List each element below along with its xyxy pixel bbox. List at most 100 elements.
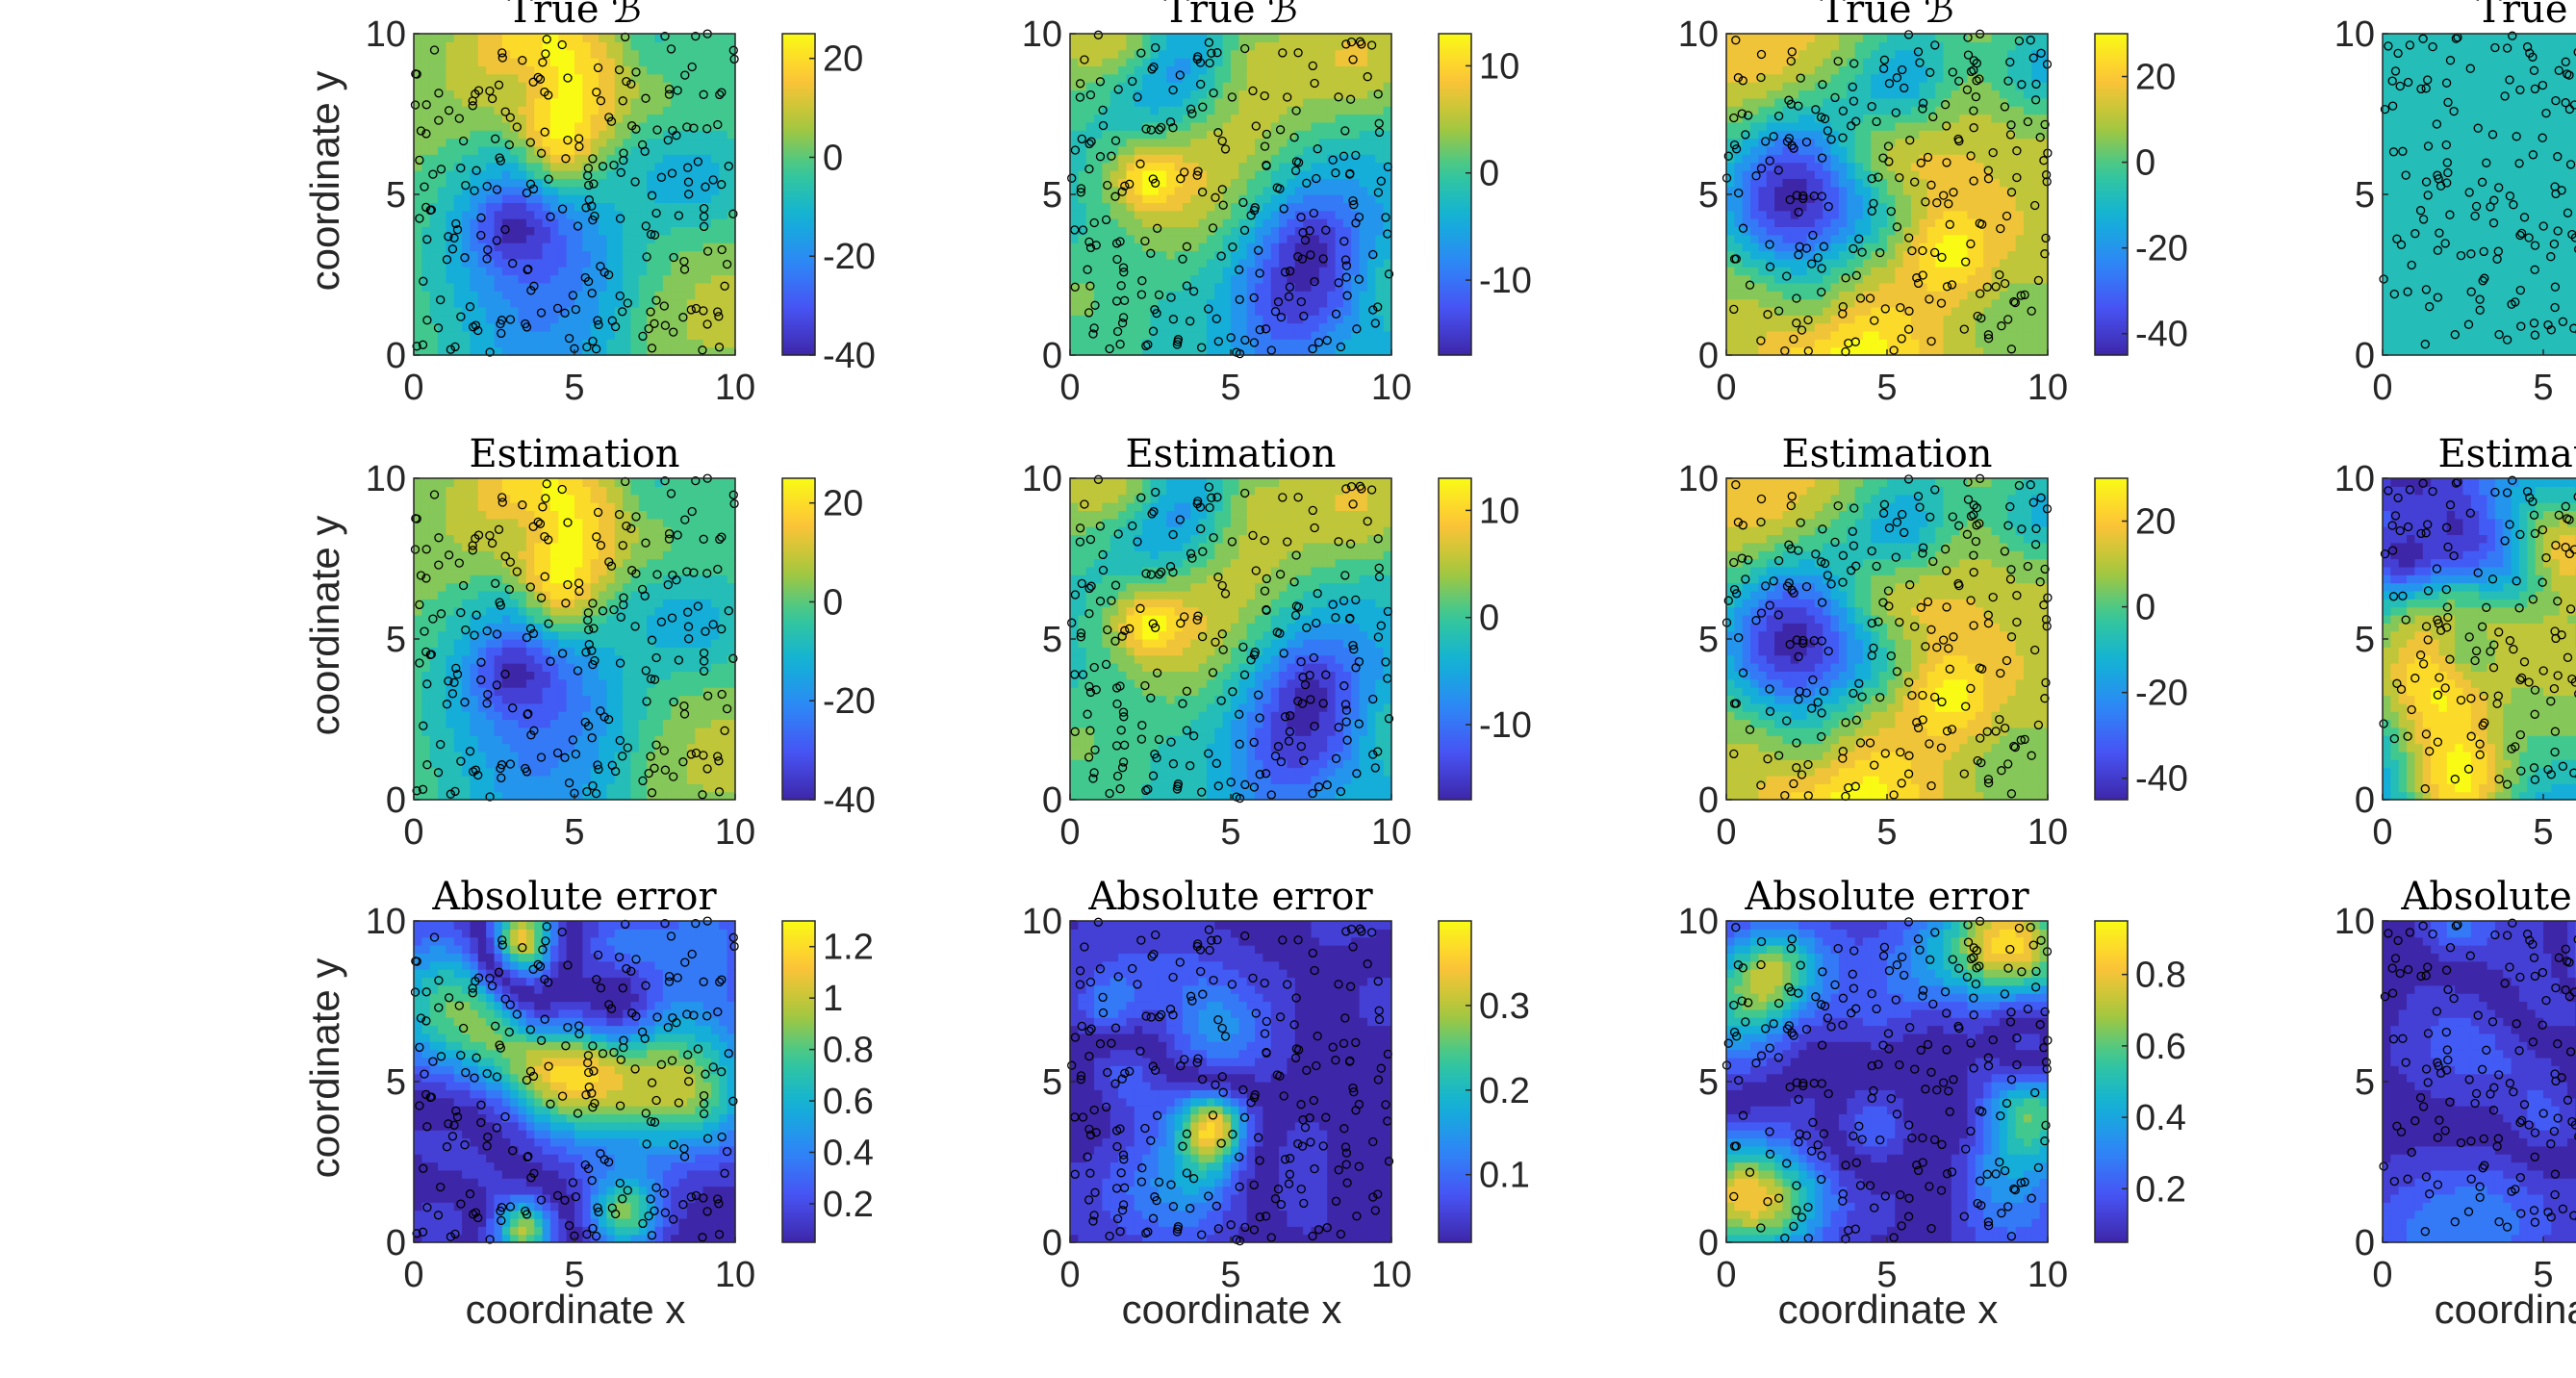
heatmap-cell	[462, 330, 472, 340]
heatmap-cell	[590, 178, 599, 188]
heatmap-cell	[1335, 41, 1344, 51]
heatmap-cell	[1862, 154, 1872, 164]
heatmap-cell	[2031, 169, 2041, 179]
heatmap-cell	[1854, 306, 1864, 316]
heatmap-cell	[1214, 106, 1224, 115]
heatmap-cell	[1766, 178, 1775, 188]
heatmap-cell	[2031, 121, 2041, 131]
heatmap-cell	[1375, 291, 1385, 300]
heatmap-cell	[421, 322, 431, 332]
heatmap-cell	[1262, 82, 1272, 91]
heatmap-cell	[1926, 194, 1936, 203]
heatmap-cell	[727, 234, 736, 243]
heatmap-cell	[1085, 145, 1095, 155]
heatmap-cell	[1085, 82, 1095, 91]
heatmap-cell	[2023, 250, 2032, 260]
heatmap-cell	[534, 315, 544, 324]
heatmap-cell	[1206, 291, 1215, 300]
heatmap-cell	[1854, 322, 1864, 332]
heatmap-cell	[494, 250, 503, 260]
heatmap-cell	[1182, 41, 1191, 51]
heatmap-cell	[1359, 282, 1368, 292]
heatmap-cell	[462, 186, 472, 195]
heatmap-cell	[1983, 226, 1993, 236]
heatmap-cell	[1943, 114, 1952, 123]
heatmap-cell	[1366, 89, 1376, 99]
heatmap-cell	[599, 178, 607, 188]
heatmap-cell	[630, 346, 640, 356]
heatmap-cell	[1814, 138, 1824, 147]
heatmap-cell	[599, 169, 607, 179]
heatmap-cell	[1999, 322, 2008, 332]
heatmap-cell	[1375, 178, 1385, 188]
heatmap-cell	[1935, 274, 1945, 284]
heatmap-cell	[446, 202, 455, 212]
heatmap-cell	[1726, 194, 1735, 203]
heatmap-cell	[494, 145, 503, 155]
heatmap-cell	[1782, 154, 1792, 164]
heatmap-cell	[1935, 298, 1945, 308]
data-point	[1084, 308, 1094, 318]
heatmap-cell	[1854, 194, 1864, 203]
heatmap-cell	[494, 306, 503, 316]
heatmap-cell	[1967, 202, 1977, 212]
data-point	[1334, 92, 1343, 102]
heatmap-cell	[470, 169, 479, 179]
heatmap-cell	[1734, 298, 1744, 308]
heatmap-cell	[1750, 202, 1759, 212]
heatmap-cell	[1798, 121, 1808, 131]
heatmap-cell	[1279, 234, 1288, 243]
heatmap-cell	[1911, 234, 1920, 243]
heatmap-cell	[1335, 210, 1344, 219]
heatmap-cell	[1983, 138, 1993, 147]
heatmap-cell	[2015, 145, 2025, 155]
heatmap-cell	[1959, 346, 1969, 356]
heatmap-cell	[1085, 154, 1095, 164]
heatmap-cell	[1294, 258, 1304, 268]
heatmap-cell	[1847, 267, 1856, 276]
heatmap-cell	[654, 178, 664, 188]
heatmap-cell	[1847, 162, 1856, 171]
heatmap-cell	[1838, 226, 1848, 236]
heatmap-cell	[695, 49, 704, 59]
data-point	[494, 80, 504, 89]
heatmap-cell	[1335, 178, 1344, 188]
heatmap-cell	[1287, 178, 1296, 188]
data-point	[465, 302, 475, 312]
heatmap-cell	[1926, 145, 1936, 155]
heatmap-cell	[1798, 346, 1808, 356]
heatmap-cell	[599, 34, 607, 42]
heatmap-cell	[534, 73, 544, 83]
heatmap-cell	[654, 291, 664, 300]
heatmap-cell	[1830, 330, 1840, 340]
heatmap-cell	[1750, 178, 1759, 188]
data-point	[442, 255, 452, 265]
heatmap-cell	[2023, 178, 2032, 188]
heatmap-cell	[1318, 282, 1328, 292]
data-point	[1178, 254, 1187, 264]
heatmap-cell	[477, 346, 487, 356]
heatmap-cell	[1383, 162, 1392, 171]
heatmap-cell	[727, 178, 736, 188]
heatmap-cell	[1078, 154, 1087, 164]
heatmap-cell	[1190, 138, 1200, 147]
heatmap-cell	[1070, 250, 1079, 260]
heatmap-cell	[1109, 282, 1119, 292]
heatmap-cell	[494, 106, 503, 115]
heatmap-cell	[1222, 34, 1232, 42]
data-point	[468, 101, 477, 111]
heatmap-cell	[1327, 106, 1337, 115]
heatmap-cell	[549, 41, 559, 51]
heatmap-cell	[1790, 154, 1799, 164]
heatmap-cell	[1935, 145, 1945, 155]
heatmap-cell	[1926, 234, 1936, 243]
data-point	[1125, 179, 1135, 189]
heatmap-cell	[1967, 186, 1977, 195]
heatmap-cell	[1118, 106, 1128, 115]
heatmap-cell	[566, 73, 575, 83]
heatmap-cell	[1983, 315, 1993, 324]
heatmap-cell	[1327, 306, 1337, 316]
heatmap-cell	[438, 250, 446, 260]
heatmap-cell	[1102, 34, 1111, 42]
heatmap-cell	[1758, 258, 1768, 268]
